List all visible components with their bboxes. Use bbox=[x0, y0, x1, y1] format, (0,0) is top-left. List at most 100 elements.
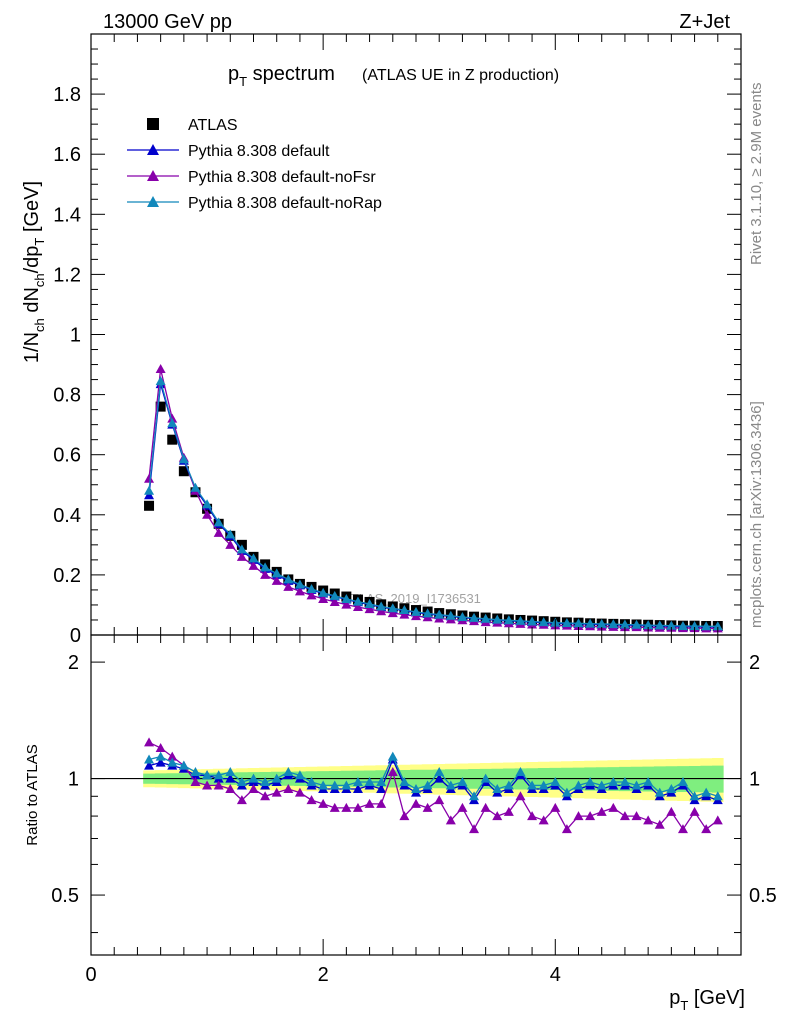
ratio-point bbox=[643, 776, 654, 786]
legend-marker bbox=[147, 144, 159, 155]
data-point bbox=[515, 615, 526, 625]
ratio-y-tick-label-right: 0.5 bbox=[749, 885, 777, 907]
ratio-point bbox=[271, 787, 282, 797]
data-point bbox=[155, 364, 166, 374]
data-point bbox=[318, 587, 329, 597]
ratio-point bbox=[422, 780, 433, 790]
data-point bbox=[585, 618, 596, 628]
data-point bbox=[643, 620, 654, 630]
data-point bbox=[352, 596, 363, 606]
data-point bbox=[596, 618, 607, 628]
ratio-point bbox=[155, 742, 166, 752]
ratio-point bbox=[387, 766, 398, 776]
ratio-point bbox=[585, 811, 596, 821]
y-tick-label: 0.4 bbox=[53, 505, 81, 527]
y-tick-label: 1.4 bbox=[53, 204, 81, 226]
data-point bbox=[364, 599, 375, 609]
ratio-point bbox=[155, 751, 166, 761]
data-point bbox=[248, 553, 259, 563]
ratio-point bbox=[352, 783, 363, 793]
ratio-point bbox=[585, 776, 596, 786]
data-point bbox=[666, 620, 677, 630]
data-point bbox=[399, 605, 410, 615]
ratio-point bbox=[538, 815, 549, 825]
ratio-point bbox=[469, 824, 480, 834]
ratio-point bbox=[469, 791, 480, 801]
data-point bbox=[260, 562, 271, 572]
ratio-point bbox=[225, 766, 236, 776]
data-point bbox=[144, 500, 155, 511]
data-point bbox=[411, 606, 421, 616]
ratio-point bbox=[631, 811, 642, 821]
y-tick-label: 0.6 bbox=[53, 445, 81, 467]
ratio-point bbox=[434, 766, 445, 776]
ratio-point bbox=[457, 776, 468, 786]
data-point bbox=[387, 608, 398, 618]
ratio-point bbox=[260, 791, 271, 801]
data-point bbox=[434, 609, 445, 619]
ratio-point bbox=[202, 780, 213, 790]
data-point bbox=[561, 617, 572, 627]
data-point bbox=[492, 614, 503, 624]
data-point bbox=[469, 612, 480, 622]
data-point bbox=[155, 376, 166, 386]
ratio-point bbox=[190, 776, 201, 786]
data-point bbox=[503, 615, 514, 625]
data-point bbox=[352, 602, 363, 612]
ratio-point bbox=[387, 751, 398, 761]
data-point bbox=[480, 613, 491, 623]
ratio-y-tick-label-right: 2 bbox=[749, 652, 760, 674]
ratio-point bbox=[190, 766, 201, 776]
y-tick-label: 1 bbox=[70, 325, 81, 347]
data-point bbox=[318, 593, 329, 603]
ratio-point bbox=[561, 824, 572, 834]
title-rest: spectrum bbox=[247, 63, 335, 85]
ratio-point bbox=[376, 783, 387, 793]
data-point bbox=[178, 466, 189, 477]
title-p: p bbox=[228, 63, 239, 85]
ratio-point bbox=[144, 754, 155, 764]
ratio-point bbox=[399, 811, 410, 821]
ratio-point bbox=[352, 802, 363, 812]
data-point bbox=[538, 617, 549, 627]
ratio-point bbox=[225, 783, 236, 793]
ratio-point bbox=[236, 795, 247, 805]
data-point bbox=[144, 473, 155, 483]
data-point bbox=[144, 490, 155, 500]
ratio-point bbox=[550, 776, 561, 786]
data-point bbox=[608, 619, 619, 629]
ratio-point bbox=[712, 815, 723, 825]
data-point bbox=[213, 517, 224, 527]
data-point bbox=[144, 485, 155, 495]
ratio-point bbox=[144, 760, 155, 770]
data-point bbox=[190, 482, 201, 492]
side-label-bottom: mcplots.cern.ch [arXiv:1306.3436] bbox=[748, 401, 765, 628]
data-point bbox=[677, 620, 688, 630]
side-label-top: Rivet 3.1.10, ≥ 2.9M events bbox=[748, 83, 765, 266]
data-point bbox=[294, 579, 305, 589]
data-point bbox=[155, 401, 166, 412]
ratio-point bbox=[167, 757, 178, 767]
ratio-point bbox=[666, 783, 677, 793]
ratio-point bbox=[666, 806, 677, 816]
ratio-ylabel: Ratio to ATLAS bbox=[24, 744, 41, 845]
title-sub: T bbox=[239, 74, 247, 89]
ratio-point bbox=[306, 795, 317, 805]
data-point bbox=[445, 610, 456, 620]
data-point bbox=[689, 620, 700, 630]
data-point bbox=[376, 606, 387, 616]
ratio-point bbox=[445, 780, 456, 790]
y-tick-label: 1.2 bbox=[53, 264, 81, 286]
series-line-3 bbox=[148, 380, 718, 627]
ratio-point bbox=[480, 802, 491, 812]
ratio-point bbox=[445, 815, 456, 825]
ratio-y-tick-label: 0.5 bbox=[51, 885, 79, 907]
data-point bbox=[387, 603, 398, 613]
data-point bbox=[178, 454, 189, 464]
legend-label: Pythia 8.308 default bbox=[188, 143, 330, 160]
data-point bbox=[167, 418, 178, 428]
data-point bbox=[341, 593, 352, 603]
ratio-point bbox=[411, 783, 421, 793]
plot-title: pT spectrum (ATLAS UE in Z production) bbox=[228, 63, 559, 89]
